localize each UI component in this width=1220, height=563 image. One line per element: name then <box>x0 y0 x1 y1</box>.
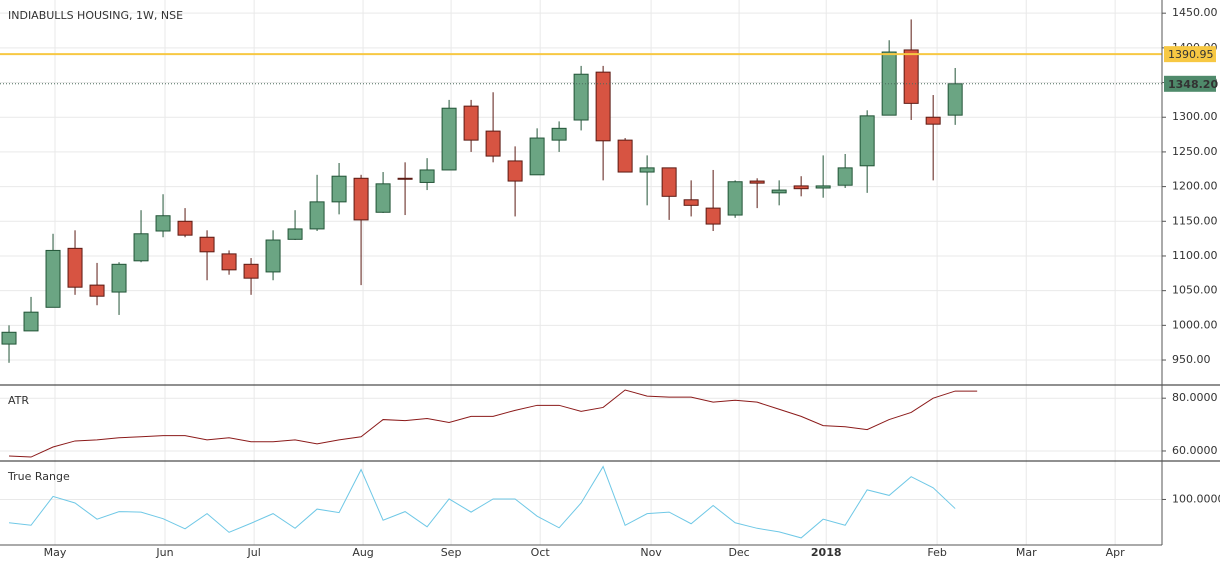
candle-body <box>375 183 391 213</box>
candle-body <box>793 185 809 190</box>
pane-title: True Range <box>7 470 70 483</box>
pane-title: ATR <box>8 394 29 407</box>
y-tick-label: 1300.00 <box>1172 110 1218 123</box>
candle-body <box>903 49 919 104</box>
x-tick-label: Apr <box>1106 546 1126 559</box>
x-tick-label: Dec <box>728 546 749 559</box>
x-tick-label: Mar <box>1016 546 1037 559</box>
y-tick-label: 1200.00 <box>1172 180 1218 193</box>
price-label-box <box>1164 75 1216 92</box>
candle-body <box>177 220 193 236</box>
candle-body <box>155 215 171 232</box>
candle-body <box>67 247 83 288</box>
candle-body <box>287 228 303 240</box>
candle-body <box>683 199 699 206</box>
candle-body <box>639 167 655 173</box>
y-tick-label: 1450.00 <box>1172 6 1218 19</box>
y-tick-label: 1000.00 <box>1172 318 1218 331</box>
price-label-box <box>1164 46 1216 63</box>
x-tick-label: Feb <box>927 546 946 559</box>
candle-body <box>1 331 17 345</box>
candle-body <box>705 207 721 225</box>
candle-body <box>661 167 677 197</box>
candle-body <box>551 127 567 141</box>
candle-body <box>89 284 105 297</box>
y-tick-label: 80.0000 <box>1172 391 1218 404</box>
y-tick-label: 60.0000 <box>1172 444 1218 457</box>
candle-body <box>331 175 347 203</box>
candle-body <box>45 249 61 308</box>
candle-body <box>353 177 369 221</box>
price-label: 1348.20 <box>1168 78 1218 91</box>
y-tick-label: 1100.00 <box>1172 249 1218 262</box>
candle-body <box>749 180 765 184</box>
x-tick-label: Jul <box>246 546 260 559</box>
candle-body <box>595 71 611 142</box>
indicator-line <box>8 465 956 539</box>
x-tick-label: May <box>44 546 67 559</box>
indicator-line <box>8 389 978 458</box>
candle-body <box>441 107 457 171</box>
candle-body <box>925 116 941 125</box>
x-tick-label: Oct <box>531 546 551 559</box>
candle-body <box>221 253 237 271</box>
y-tick-label: 1150.00 <box>1172 214 1218 227</box>
candle-body <box>111 263 127 293</box>
candle-body <box>947 83 963 116</box>
y-tick-label: 1050.00 <box>1172 284 1218 297</box>
candle-body <box>727 181 743 216</box>
x-tick-label: Nov <box>640 546 662 559</box>
y-tick-label: 100.0000 <box>1172 492 1220 505</box>
y-tick-label: 950.00 <box>1172 353 1211 366</box>
grid <box>0 0 1162 545</box>
candle-body <box>243 263 259 279</box>
marks <box>0 19 1162 539</box>
x-tick-label: Jun <box>155 546 173 559</box>
y-tick-label: 1250.00 <box>1172 145 1218 158</box>
candle-body <box>265 239 281 273</box>
candle-body <box>507 160 523 182</box>
candle-body <box>815 185 831 189</box>
candle-body <box>199 236 215 253</box>
candle-body <box>397 177 413 180</box>
candle-body <box>419 169 435 183</box>
candle-body <box>859 115 875 167</box>
candle-body <box>23 311 39 332</box>
candle-body <box>529 137 545 176</box>
candle-body <box>573 73 589 121</box>
candle-body <box>617 139 633 173</box>
chart-title: INDIABULLS HOUSING, 1W, NSE <box>8 9 183 22</box>
x-tick-label: 2018 <box>811 546 842 559</box>
candle-body <box>133 233 149 262</box>
candle-body <box>837 167 853 186</box>
candle-body <box>771 189 787 194</box>
candle-body <box>309 201 325 230</box>
candle-body <box>463 105 479 141</box>
x-tick-label: Aug <box>352 546 373 559</box>
candle-body <box>485 130 501 157</box>
price-label: 1390.95 <box>1168 48 1214 61</box>
x-tick-label: Sep <box>441 546 462 559</box>
